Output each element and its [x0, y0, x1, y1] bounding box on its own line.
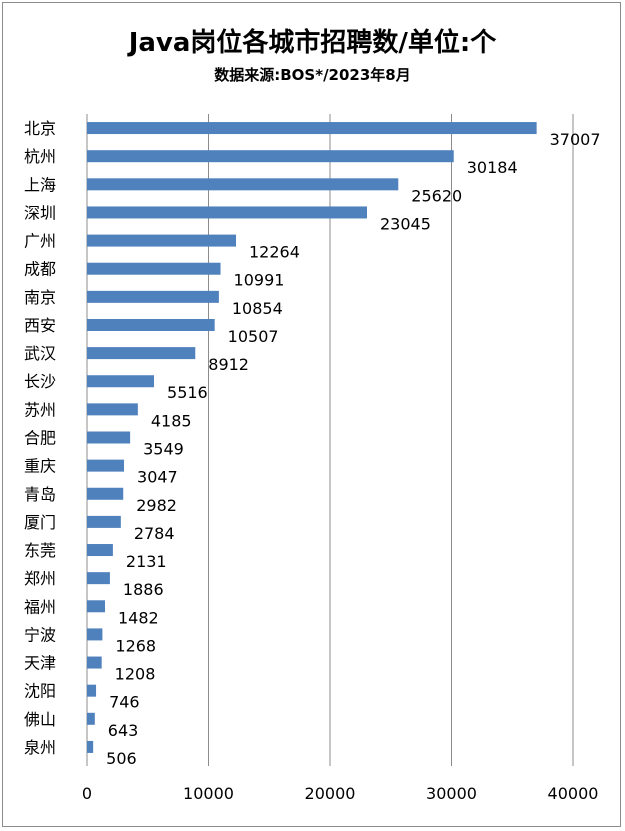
- bar: [87, 656, 102, 669]
- data-label: 37007: [550, 130, 601, 149]
- bar: [87, 262, 221, 275]
- category-label: 佛山: [24, 710, 56, 729]
- data-label: 643: [108, 721, 139, 740]
- x-tick-label: 10000: [183, 784, 234, 803]
- bar: [87, 431, 131, 444]
- category-label: 福州: [24, 597, 56, 616]
- category-label: 长沙: [24, 372, 56, 391]
- category-label: 成都: [24, 260, 56, 279]
- category-label: 郑州: [24, 569, 56, 588]
- data-label: 1482: [118, 608, 159, 627]
- bar: [87, 234, 237, 247]
- data-label: 1208: [115, 665, 156, 684]
- category-label: 合肥: [24, 429, 56, 448]
- bar: [87, 206, 367, 219]
- bar: [87, 459, 125, 472]
- data-label: 25620: [411, 186, 462, 205]
- category-label: 天津: [24, 654, 56, 673]
- chart-subtitle: 数据来源:BOS*/2023年8月: [214, 66, 411, 84]
- bar: [87, 740, 94, 753]
- bar: [87, 403, 138, 416]
- bar: [87, 572, 110, 585]
- category-label: 苏州: [24, 400, 56, 419]
- bar: [87, 290, 219, 303]
- bar: [87, 318, 215, 331]
- bar: [87, 515, 121, 528]
- category-label: 重庆: [24, 457, 56, 476]
- data-label: 2784: [134, 524, 175, 543]
- data-label: 1886: [123, 580, 164, 599]
- bar: [87, 712, 95, 725]
- category-label: 杭州: [24, 147, 56, 166]
- bar: [87, 150, 454, 163]
- bar: [87, 544, 113, 557]
- bar: [87, 487, 124, 500]
- bar: [87, 178, 399, 191]
- data-label: 12264: [249, 243, 300, 262]
- category-label: 宁波: [24, 625, 56, 644]
- bar: [87, 375, 155, 388]
- data-label: 10991: [234, 271, 285, 290]
- category-label: 东莞: [24, 541, 56, 560]
- data-label: 23045: [380, 214, 431, 233]
- category-label: 西安: [24, 316, 56, 335]
- data-label: 3047: [137, 468, 178, 487]
- chart-title: Java岗位各城市招聘数/单位:个: [128, 28, 497, 58]
- x-tick-label: 20000: [305, 784, 356, 803]
- bar: [87, 347, 196, 360]
- data-label: 3549: [143, 440, 184, 459]
- data-label: 10507: [228, 327, 279, 346]
- category-label: 沈阳: [24, 682, 56, 701]
- data-label: 8912: [208, 355, 249, 374]
- bar: [87, 600, 106, 613]
- category-label: 泉州: [24, 738, 56, 757]
- data-label: 506: [106, 749, 137, 768]
- category-label: 厦门: [24, 513, 56, 532]
- data-label: 4185: [151, 411, 192, 430]
- data-label: 1268: [115, 636, 156, 655]
- x-tick-label: 0: [82, 784, 92, 803]
- data-label: 30184: [467, 158, 518, 177]
- data-label: 2982: [136, 496, 177, 515]
- category-label: 青岛: [24, 485, 56, 504]
- x-tick-label: 40000: [548, 784, 599, 803]
- data-label: 2131: [126, 552, 167, 571]
- data-label: 746: [109, 693, 140, 712]
- category-label: 北京: [24, 119, 56, 138]
- category-label: 上海: [24, 175, 56, 194]
- bar: [87, 122, 537, 135]
- category-label: 深圳: [24, 203, 56, 222]
- category-label: 广州: [24, 232, 56, 251]
- category-label: 南京: [24, 288, 56, 307]
- category-label: 武汉: [24, 344, 56, 363]
- data-label: 5516: [167, 383, 208, 402]
- bar: [87, 684, 97, 697]
- x-tick-label: 30000: [426, 784, 477, 803]
- data-label: 10854: [232, 299, 283, 318]
- bar: [87, 628, 103, 641]
